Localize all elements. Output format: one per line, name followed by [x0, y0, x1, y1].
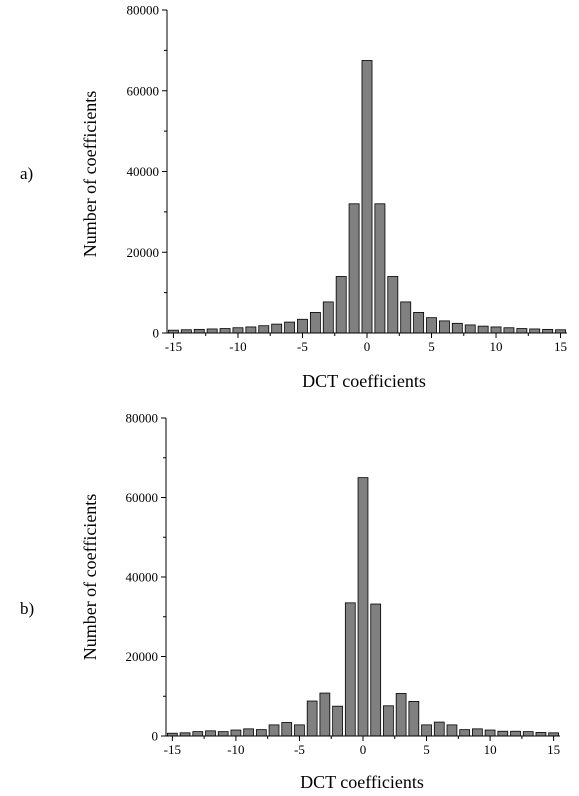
bar-a-1 [374, 203, 386, 334]
bar-b-11 [497, 730, 509, 737]
bar-a-12 [516, 328, 528, 334]
bar-a--12 [206, 328, 218, 334]
x-tick-label-a--10: -10 [229, 339, 246, 354]
x-tick-label-b-5: 5 [423, 742, 430, 757]
y-tick-label-b-80000: 80000 [126, 411, 159, 426]
bars-b [166, 477, 560, 737]
x-axis-title-a: DCT coefficients [302, 371, 426, 391]
bar-b--11 [217, 731, 229, 737]
bar-a--3 [322, 301, 334, 334]
bar-a--13 [193, 328, 205, 334]
y-axis-title-b: Number of coefficients [80, 494, 100, 661]
x-tick-label-a-5: 5 [428, 339, 435, 354]
bar-b--1 [344, 602, 356, 737]
bar-a-2 [387, 276, 399, 334]
bar-b-13 [522, 731, 534, 737]
x-tick-label-b-0: 0 [360, 742, 367, 757]
bar-a--4 [309, 312, 321, 334]
bar-a-9 [477, 325, 489, 334]
bar-b--3 [319, 692, 331, 737]
panel-label-a: a) [20, 164, 33, 183]
bar-b--10 [230, 729, 242, 737]
x-tick-label-a-0: 0 [364, 339, 371, 354]
bar-a--10 [232, 327, 244, 334]
bar-b-6 [433, 721, 445, 737]
x-tick-label-a--5: -5 [297, 339, 308, 354]
x-tick-label-b--10: -10 [227, 742, 244, 757]
y-tick-label-a-0: 0 [153, 326, 160, 341]
bar-b-2 [383, 705, 394, 737]
bar-a--8 [258, 325, 270, 334]
bar-a-4 [413, 312, 425, 334]
bar-b--12 [205, 730, 216, 737]
y-axis-title-a: Number of coefficients [80, 91, 100, 258]
x-tick-label-a-15: 15 [554, 339, 567, 354]
bar-a--5 [297, 318, 308, 334]
bar-a-11 [503, 327, 515, 334]
y-tick-label-b-0: 0 [152, 729, 159, 744]
bar-b--4 [306, 700, 318, 737]
bar-b-14 [535, 732, 547, 737]
x-tick-label-b-15: 15 [547, 742, 560, 757]
bar-b--7 [268, 724, 280, 737]
y-tick-label-b-20000: 20000 [126, 649, 159, 664]
bar-a-8 [464, 324, 476, 334]
bar-b-10 [484, 729, 496, 737]
bar-b-9 [472, 728, 483, 737]
bar-a-14 [542, 328, 554, 334]
bar-b--9 [243, 728, 254, 737]
bar-b-8 [459, 729, 471, 737]
bar-a-7 [451, 322, 463, 334]
x-tick-label-a--15: -15 [165, 339, 182, 354]
bar-a-5 [426, 317, 437, 334]
x-tick-label-b-10: 10 [484, 742, 497, 757]
bar-b-0 [357, 477, 369, 737]
bar-a--9 [245, 326, 257, 334]
bar-a-13 [529, 328, 541, 334]
y-tick-label-b-60000: 60000 [126, 490, 159, 505]
y-tick-label-a-40000: 40000 [127, 164, 160, 179]
x-tick-label-b--5: -5 [294, 742, 305, 757]
bar-a--6 [284, 321, 296, 334]
bar-a--11 [219, 328, 231, 334]
bar-b--8 [255, 729, 267, 737]
chart-b: b) Number of coefficients DCT coefficien… [20, 411, 560, 793]
axes-a: 0 20000 40000 60000 80000 -15 -10 -5 0 5 10 15 [127, 3, 568, 355]
bar-b--2 [332, 705, 343, 737]
axes-b: 0 20000 40000 60000 80000 -15 -10 -5 0 5 10 15 [126, 411, 561, 758]
bar-b-3 [395, 693, 407, 737]
bar-a--2 [335, 276, 347, 334]
x-tick-label-a-10: 10 [490, 339, 503, 354]
x-tick-label-b--15: -15 [164, 742, 181, 757]
panel-label-b: b) [20, 599, 34, 618]
bar-b--13 [192, 731, 204, 737]
bar-b-5 [421, 724, 432, 737]
bar-b-1 [370, 603, 382, 737]
bar-a-3 [400, 301, 412, 334]
bar-a-10 [490, 326, 502, 334]
bar-b-7 [446, 724, 458, 737]
bar-a-0 [361, 60, 373, 334]
bar-a-6 [438, 320, 450, 334]
y-tick-label-a-20000: 20000 [127, 245, 160, 260]
chart-a: a) Number of coefficients DCT coefficien… [20, 3, 567, 392]
y-tick-label-a-60000: 60000 [127, 83, 160, 98]
x-axis-title-b: DCT coefficients [300, 772, 424, 792]
bar-b--5 [294, 724, 305, 737]
y-tick-label-b-40000: 40000 [126, 570, 159, 585]
bar-b-12 [510, 730, 521, 737]
y-tick-label-a-80000: 80000 [127, 3, 160, 18]
bar-b--6 [281, 722, 293, 737]
bar-a--1 [348, 203, 360, 334]
bars-a [168, 60, 566, 334]
bar-b-4 [408, 701, 420, 737]
bar-a--7 [271, 323, 283, 334]
